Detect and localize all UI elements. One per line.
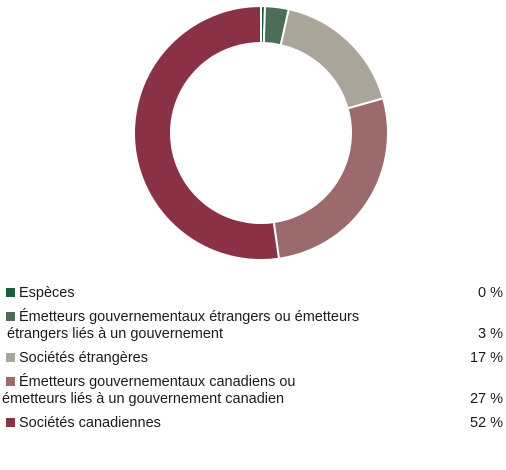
legend-swatch (6, 418, 15, 427)
legend-label-line: Sociétés étrangères (6, 350, 148, 367)
legend-item: Espèces 0 % (0, 285, 506, 302)
legend-swatch (6, 377, 15, 386)
legend-label-text: étrangers liés à un gouvernement (7, 326, 224, 342)
donut-chart-svg (133, 4, 389, 261)
legend-value: 3 % (478, 326, 503, 342)
legend-item: Sociétés canadiennes 52 % (0, 415, 506, 432)
legend-label-text: émetteurs liés à un gouvernement canadie… (2, 391, 285, 407)
legend-label-line: Émetteurs gouvernementaux canadiens ou (6, 374, 295, 391)
donut-chart (133, 4, 389, 261)
legend-value: 27 % (469, 391, 503, 407)
legend-label-line: étrangers liés à un gouvernement (7, 326, 223, 343)
legend-value: 17 % (469, 350, 503, 366)
legend-item: Émetteurs gouvernementaux canadiens ou ém… (0, 374, 506, 408)
legend-label-text: Émetteurs gouvernementaux étrangers ou é… (19, 309, 360, 325)
donut-slice-4 (133, 4, 281, 261)
legend-swatch (6, 353, 15, 362)
legend-label-text: Espèces (19, 285, 75, 301)
legend-label-text: Sociétés étrangères (19, 350, 148, 366)
legend-swatch (6, 312, 15, 321)
legend-label-line: Espèces (6, 285, 75, 302)
legend-item: Sociétés étrangères 17 % (0, 350, 506, 367)
legend-label-line: émetteurs liés à un gouvernement canadie… (2, 391, 284, 408)
legend-label-text: Émetteurs gouvernementaux canadiens ou (19, 374, 296, 390)
legend-label-line: Émetteurs gouvernementaux étrangers ou é… (6, 309, 359, 326)
legend-value: 52 % (469, 415, 503, 431)
legend-label-line: Sociétés canadiennes (6, 415, 161, 432)
legend-swatch (6, 288, 15, 297)
legend-item: Émetteurs gouvernementaux étrangers ou é… (0, 309, 506, 343)
donut-slice-2 (279, 7, 385, 110)
donut-slice-3 (272, 97, 389, 260)
legend-value: 0 % (478, 285, 503, 301)
legend-label-text: Sociétés canadiennes (19, 415, 161, 431)
